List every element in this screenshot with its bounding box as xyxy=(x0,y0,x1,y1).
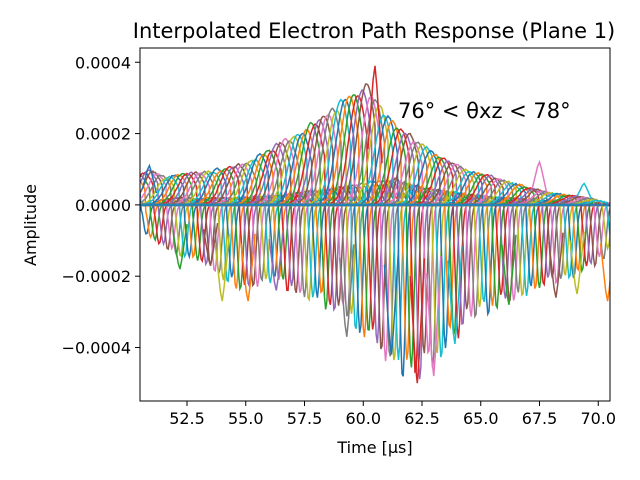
plot-frame xyxy=(139,47,611,402)
spike-line xyxy=(548,232,564,298)
y-tick-label: −0.0002 xyxy=(62,267,131,286)
spike-line xyxy=(141,163,158,194)
y-tick-label: 0.0000 xyxy=(75,196,131,215)
angle-annotation: 76° < θxz < 78° xyxy=(398,99,571,123)
spike-line xyxy=(569,231,585,295)
x-tick-label: 62.5 xyxy=(404,409,440,428)
spike-line xyxy=(268,230,285,291)
x-tick-label: 65.0 xyxy=(463,409,499,428)
chart-title: Interpolated Electron Path Response (Pla… xyxy=(133,19,616,43)
ticks-group: 52.5 55.0 57.5 60.0 62.5 65.0 67.5 70.0 −0.0004 −… xyxy=(62,53,616,428)
y-tick-label: 0.0002 xyxy=(75,125,131,144)
x-axis-label: Time [μs] xyxy=(336,438,412,457)
spike-line xyxy=(367,65,383,164)
spike-line xyxy=(599,243,610,302)
spike-line xyxy=(501,234,517,305)
spike-line xyxy=(409,258,426,384)
x-tick-label: 55.0 xyxy=(228,409,264,428)
y-axis-label: Amplitude xyxy=(21,184,40,266)
y-tick-label: 0.0004 xyxy=(75,53,131,72)
spike-line xyxy=(214,233,231,302)
spike-line xyxy=(202,222,219,266)
x-tick-label: 60.0 xyxy=(345,409,381,428)
x-tick-label: 70.0 xyxy=(580,409,616,428)
spike-line xyxy=(339,244,355,337)
spike-line xyxy=(576,182,592,199)
series-group xyxy=(140,65,610,384)
spike-line xyxy=(531,159,548,193)
spike-line xyxy=(447,246,463,345)
spike-line xyxy=(425,256,442,377)
spike-line xyxy=(172,224,188,270)
x-tick-label: 52.5 xyxy=(169,409,205,428)
x-tick-label: 57.5 xyxy=(287,409,323,428)
y-tick-label: −0.0004 xyxy=(62,339,131,358)
spike-line xyxy=(240,233,256,302)
x-tick-label: 67.5 xyxy=(522,409,558,428)
spike-line xyxy=(383,249,400,355)
